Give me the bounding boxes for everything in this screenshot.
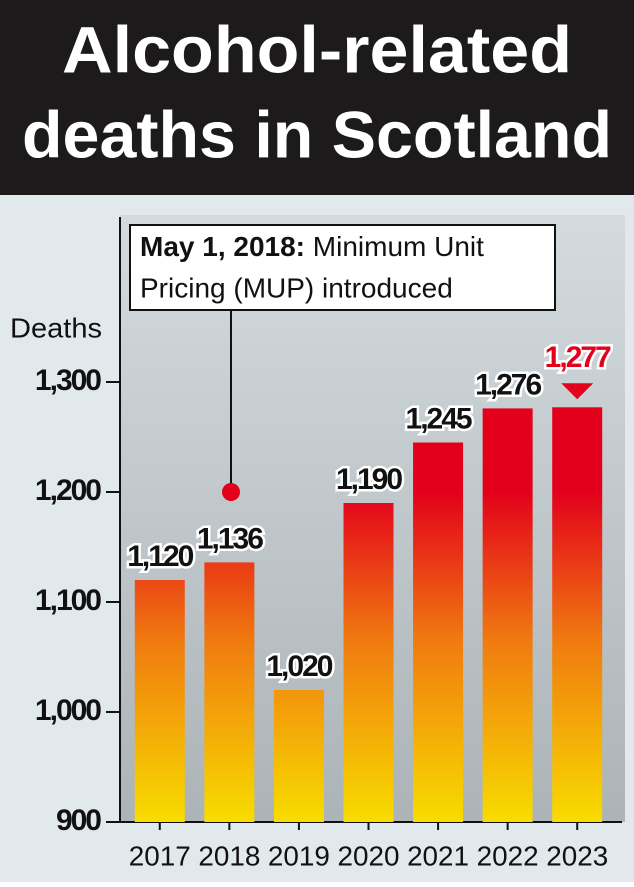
value-label: 1,245: [406, 402, 472, 435]
value-label: 1,277: [545, 341, 611, 374]
y-tick-label: 1,300: [35, 364, 101, 397]
bar: [134, 580, 185, 822]
y-tick-label: 1,000: [35, 694, 101, 727]
x-tick-label: 2020: [338, 840, 400, 871]
y-axis-label: Deaths: [10, 312, 102, 343]
title-background: [0, 0, 634, 195]
bar: [482, 408, 533, 822]
y-tick-label: 900: [56, 804, 101, 837]
annotation-text: Pricing (MUP) introduced: [140, 272, 453, 303]
value-label: 1,276: [475, 368, 541, 401]
value-label: 1,136: [197, 522, 263, 555]
x-tick-label: 2022: [477, 840, 539, 871]
annotation-date: May 1, 2018:: [140, 231, 305, 262]
annotation-text: May 1, 2018: Minimum Unit: [140, 231, 484, 262]
annotation-line-text: Minimum Unit: [313, 231, 484, 262]
x-tick-label: 2021: [407, 840, 469, 871]
x-tick-label: 2018: [198, 840, 260, 871]
value-label: 1,020: [266, 650, 332, 683]
annotation-box: [129, 224, 556, 311]
x-tick-label: 2023: [546, 840, 608, 871]
annotation-dot: [222, 483, 240, 501]
bar: [343, 503, 394, 822]
x-tick-label: 2019: [268, 840, 330, 871]
y-tick-label: 1,200: [35, 474, 101, 507]
chart-title: deaths in Scotland: [22, 97, 612, 171]
y-tick-label: 1,100: [35, 584, 101, 617]
bar: [552, 407, 603, 822]
highlight-arrow: [561, 383, 594, 400]
value-label: 1,190: [336, 463, 402, 496]
value-label: 1,120: [127, 540, 193, 573]
bar: [413, 442, 464, 822]
chart-title: Alcohol-related: [62, 12, 572, 86]
x-tick-label: 2017: [129, 840, 191, 871]
bar: [273, 690, 324, 822]
bar: [204, 562, 255, 822]
